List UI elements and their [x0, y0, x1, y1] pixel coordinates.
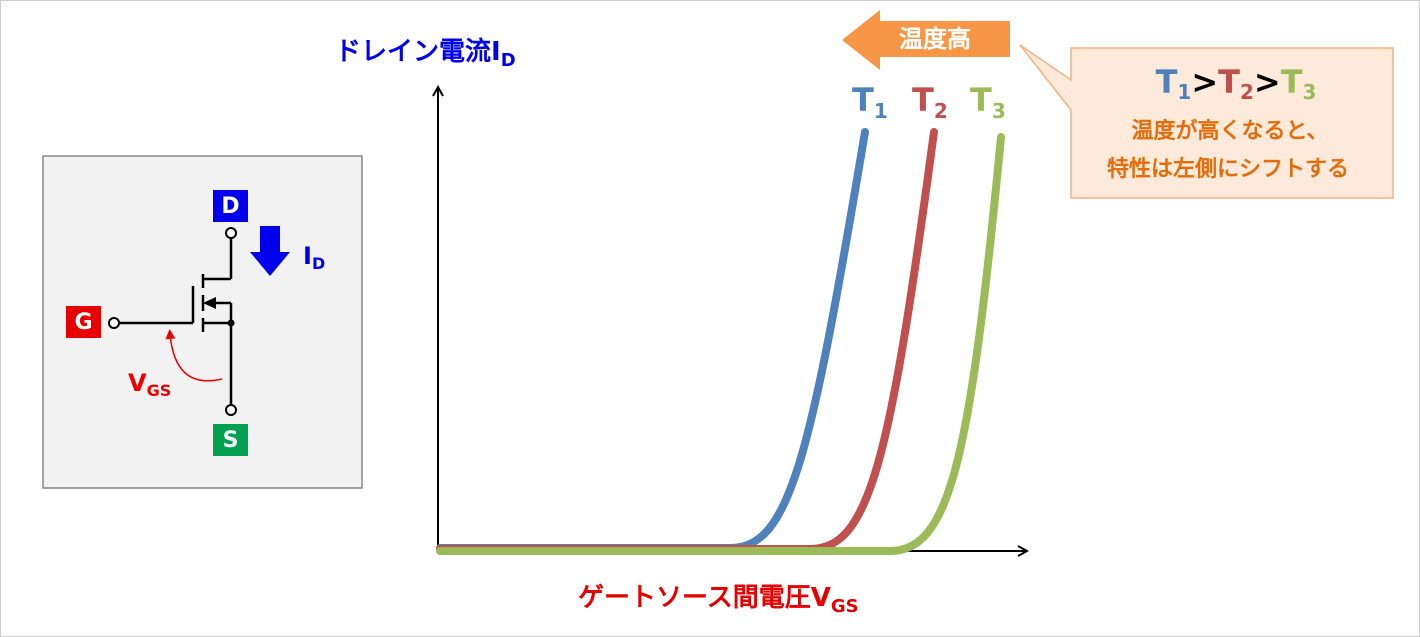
source-label: S [223, 428, 239, 453]
relation-part: 1 [1177, 80, 1191, 104]
mosfet [119, 238, 233, 405]
curve-label-text: T [970, 81, 992, 119]
relation-part: T [1281, 63, 1303, 101]
source-box [213, 424, 248, 456]
curve-t3 [436, 133, 1005, 555]
current-text: I [303, 242, 312, 270]
relation-part: 2 [1240, 80, 1254, 104]
voltage-sub: GS [147, 381, 172, 400]
curve-t2 [436, 128, 938, 553]
curve-label-text: T [852, 81, 874, 119]
x-axis-label: ゲートソース間電圧VGS [578, 583, 859, 618]
callout-line: 特性は左側にシフトする [1107, 156, 1349, 182]
x-axis-text: ゲートソース間電圧V [578, 583, 831, 613]
drain-box [213, 190, 248, 222]
x-axis-sub: GS [831, 596, 859, 617]
callout-relation: T1>T2>T3 [1156, 63, 1317, 104]
callout-line: 温度が高くなると、 [1131, 118, 1328, 144]
current-sub: D [312, 254, 325, 273]
curve-label-sub: 1 [874, 99, 888, 123]
curve-label-sub: 2 [934, 99, 948, 123]
y-axis-label: ドレイン電流ID [335, 37, 516, 72]
shift-arrow-label: 温度高 [899, 25, 971, 53]
y-axis-text: ドレイン電流I [335, 37, 501, 67]
relation-part: T [1156, 63, 1178, 101]
gate-box [66, 306, 101, 338]
curve-label: T2 [912, 81, 948, 123]
curve-label: T3 [970, 81, 1006, 123]
current-arrow [250, 226, 290, 276]
curve-label-sub: 3 [992, 99, 1006, 123]
gate-label: G [74, 310, 92, 335]
callout-box [1019, 44, 1394, 199]
y-axis-sub: D [501, 50, 516, 71]
voltage-arrow [165, 329, 223, 382]
relation-part: T [1218, 63, 1240, 101]
curve-label-text: T [912, 81, 934, 119]
relation-part: > [1191, 63, 1218, 101]
circuit: D G S ID VGS [42, 155, 363, 489]
drain-label: D [221, 194, 239, 219]
voltage-label: VGS [128, 369, 171, 400]
voltage-text: V [128, 369, 147, 397]
relation-part: 3 [1303, 80, 1317, 104]
shift-arrow [842, 10, 1010, 70]
curve-label: T1 [852, 81, 888, 123]
relation-part: > [1254, 63, 1281, 101]
current-label: ID [303, 242, 325, 273]
